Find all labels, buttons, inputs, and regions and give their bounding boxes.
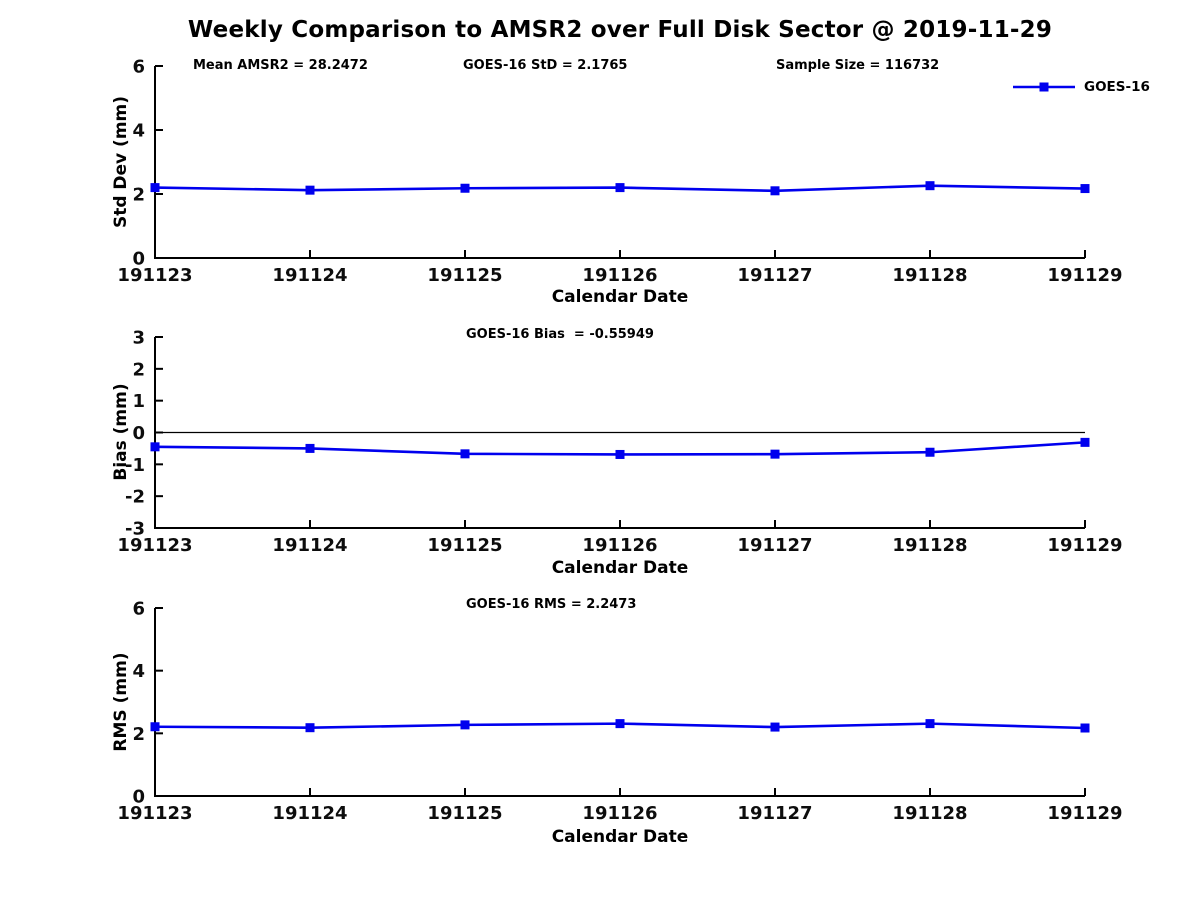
data-point-marker — [460, 183, 470, 193]
data-point-marker — [305, 443, 315, 453]
axes-spines — [154, 608, 1085, 797]
data-point-marker — [305, 723, 315, 733]
x-axis-label-plot2: Calendar Date — [551, 558, 689, 578]
data-point-marker — [925, 181, 935, 191]
x-axis-label-plot3: Calendar Date — [551, 827, 689, 847]
legend-entry-goes16: GOES-16 — [1084, 79, 1150, 95]
x-tick-label: 191124 — [272, 535, 347, 556]
annotation-mean-amsr2: Mean AMSR2 = 28.2472 — [193, 58, 368, 73]
data-point-marker — [460, 720, 470, 730]
x-tick-label: 191123 — [117, 265, 192, 286]
data-point-marker — [150, 183, 160, 193]
x-tick-label: 191124 — [272, 265, 347, 286]
y-tick-label: 0 — [132, 423, 145, 444]
y-tick-label: 0 — [132, 787, 145, 808]
x-tick-label: 191126 — [582, 265, 657, 286]
y-tick-label: 3 — [132, 328, 145, 349]
legend-line-icon — [1013, 82, 1075, 92]
x-tick-label: 191123 — [117, 535, 192, 556]
y-tick-label: 6 — [132, 57, 145, 78]
y-tick-label: -3 — [125, 519, 145, 540]
data-point-marker — [770, 722, 780, 732]
x-tick-label: 191125 — [427, 803, 502, 824]
x-tick-label: 191127 — [737, 803, 812, 824]
x-tick-label: 191126 — [582, 803, 657, 824]
x-tick-label: 191129 — [1047, 535, 1122, 556]
y-tick-label: 4 — [132, 661, 145, 682]
annotation-goes16-rms: GOES-16 RMS = 2.2473 — [466, 597, 637, 612]
x-tick-label: 191125 — [427, 265, 502, 286]
x-tick-label: 191128 — [892, 803, 967, 824]
x-tick-label: 191127 — [737, 535, 812, 556]
y-tick-label: 2 — [132, 359, 145, 380]
data-point-marker — [150, 722, 160, 732]
y-tick-label: -1 — [125, 455, 145, 476]
data-point-marker — [770, 186, 780, 196]
data-point-marker — [615, 183, 625, 193]
subplot-bias: -3 -2 -1 0 1 2 3 191123 191124 191125 191126 191127… — [117, 328, 1122, 557]
x-tick-label: 191128 — [892, 535, 967, 556]
x-tick-label: 191128 — [892, 265, 967, 286]
y-tick-label: 2 — [132, 724, 145, 745]
y-tick-label: 4 — [132, 121, 145, 142]
data-point-marker — [1080, 723, 1090, 733]
annotation-goes16-bias: GOES-16 Bias = -0.55949 — [466, 327, 654, 342]
y-tick-label: 6 — [132, 599, 145, 620]
annotation-goes16-std: GOES-16 StD = 2.1765 — [463, 58, 628, 73]
data-point-marker — [925, 447, 935, 457]
data-point-marker — [770, 449, 780, 459]
x-tick-label: 191125 — [427, 535, 502, 556]
data-point-marker — [460, 449, 470, 459]
x-tick-label: 191126 — [582, 535, 657, 556]
data-point-marker — [615, 719, 625, 729]
data-point-marker — [1080, 437, 1090, 447]
y-axis-label-bias: Bias (mm) — [111, 383, 131, 481]
axes-spines — [154, 66, 1085, 259]
y-tick-label: 2 — [132, 185, 145, 206]
y-axis-label-std-dev: Std Dev (mm) — [111, 95, 131, 229]
y-tick-label: 1 — [132, 391, 145, 412]
x-tick-label: 191127 — [737, 265, 812, 286]
x-tick-label: 191124 — [272, 803, 347, 824]
x-tick-label: 191129 — [1047, 803, 1122, 824]
y-axis-label-rms: RMS (mm) — [111, 652, 131, 752]
x-tick-label: 191129 — [1047, 265, 1122, 286]
figure-title: Weekly Comparison to AMSR2 over Full Dis… — [187, 17, 1053, 43]
y-tick-label: 0 — [132, 249, 145, 270]
annotation-sample-size: Sample Size = 116732 — [776, 58, 940, 73]
x-tick-label: 191123 — [117, 803, 192, 824]
data-point-marker — [615, 449, 625, 459]
data-point-marker — [925, 719, 935, 729]
subplot-std-dev: 0 2 4 6 191123 191124 191125 191126 191127 191128… — [117, 57, 1122, 287]
x-axis-label-plot1: Calendar Date — [551, 287, 689, 307]
data-point-marker — [305, 185, 315, 195]
y-tick-label: -2 — [125, 487, 145, 508]
subplot-rms: 0 2 4 6 191123 191124 191125 191126 191127 191128… — [117, 599, 1122, 825]
data-point-marker — [150, 442, 160, 452]
legend: GOES-16 — [1013, 79, 1150, 95]
data-point-marker — [1080, 184, 1090, 194]
